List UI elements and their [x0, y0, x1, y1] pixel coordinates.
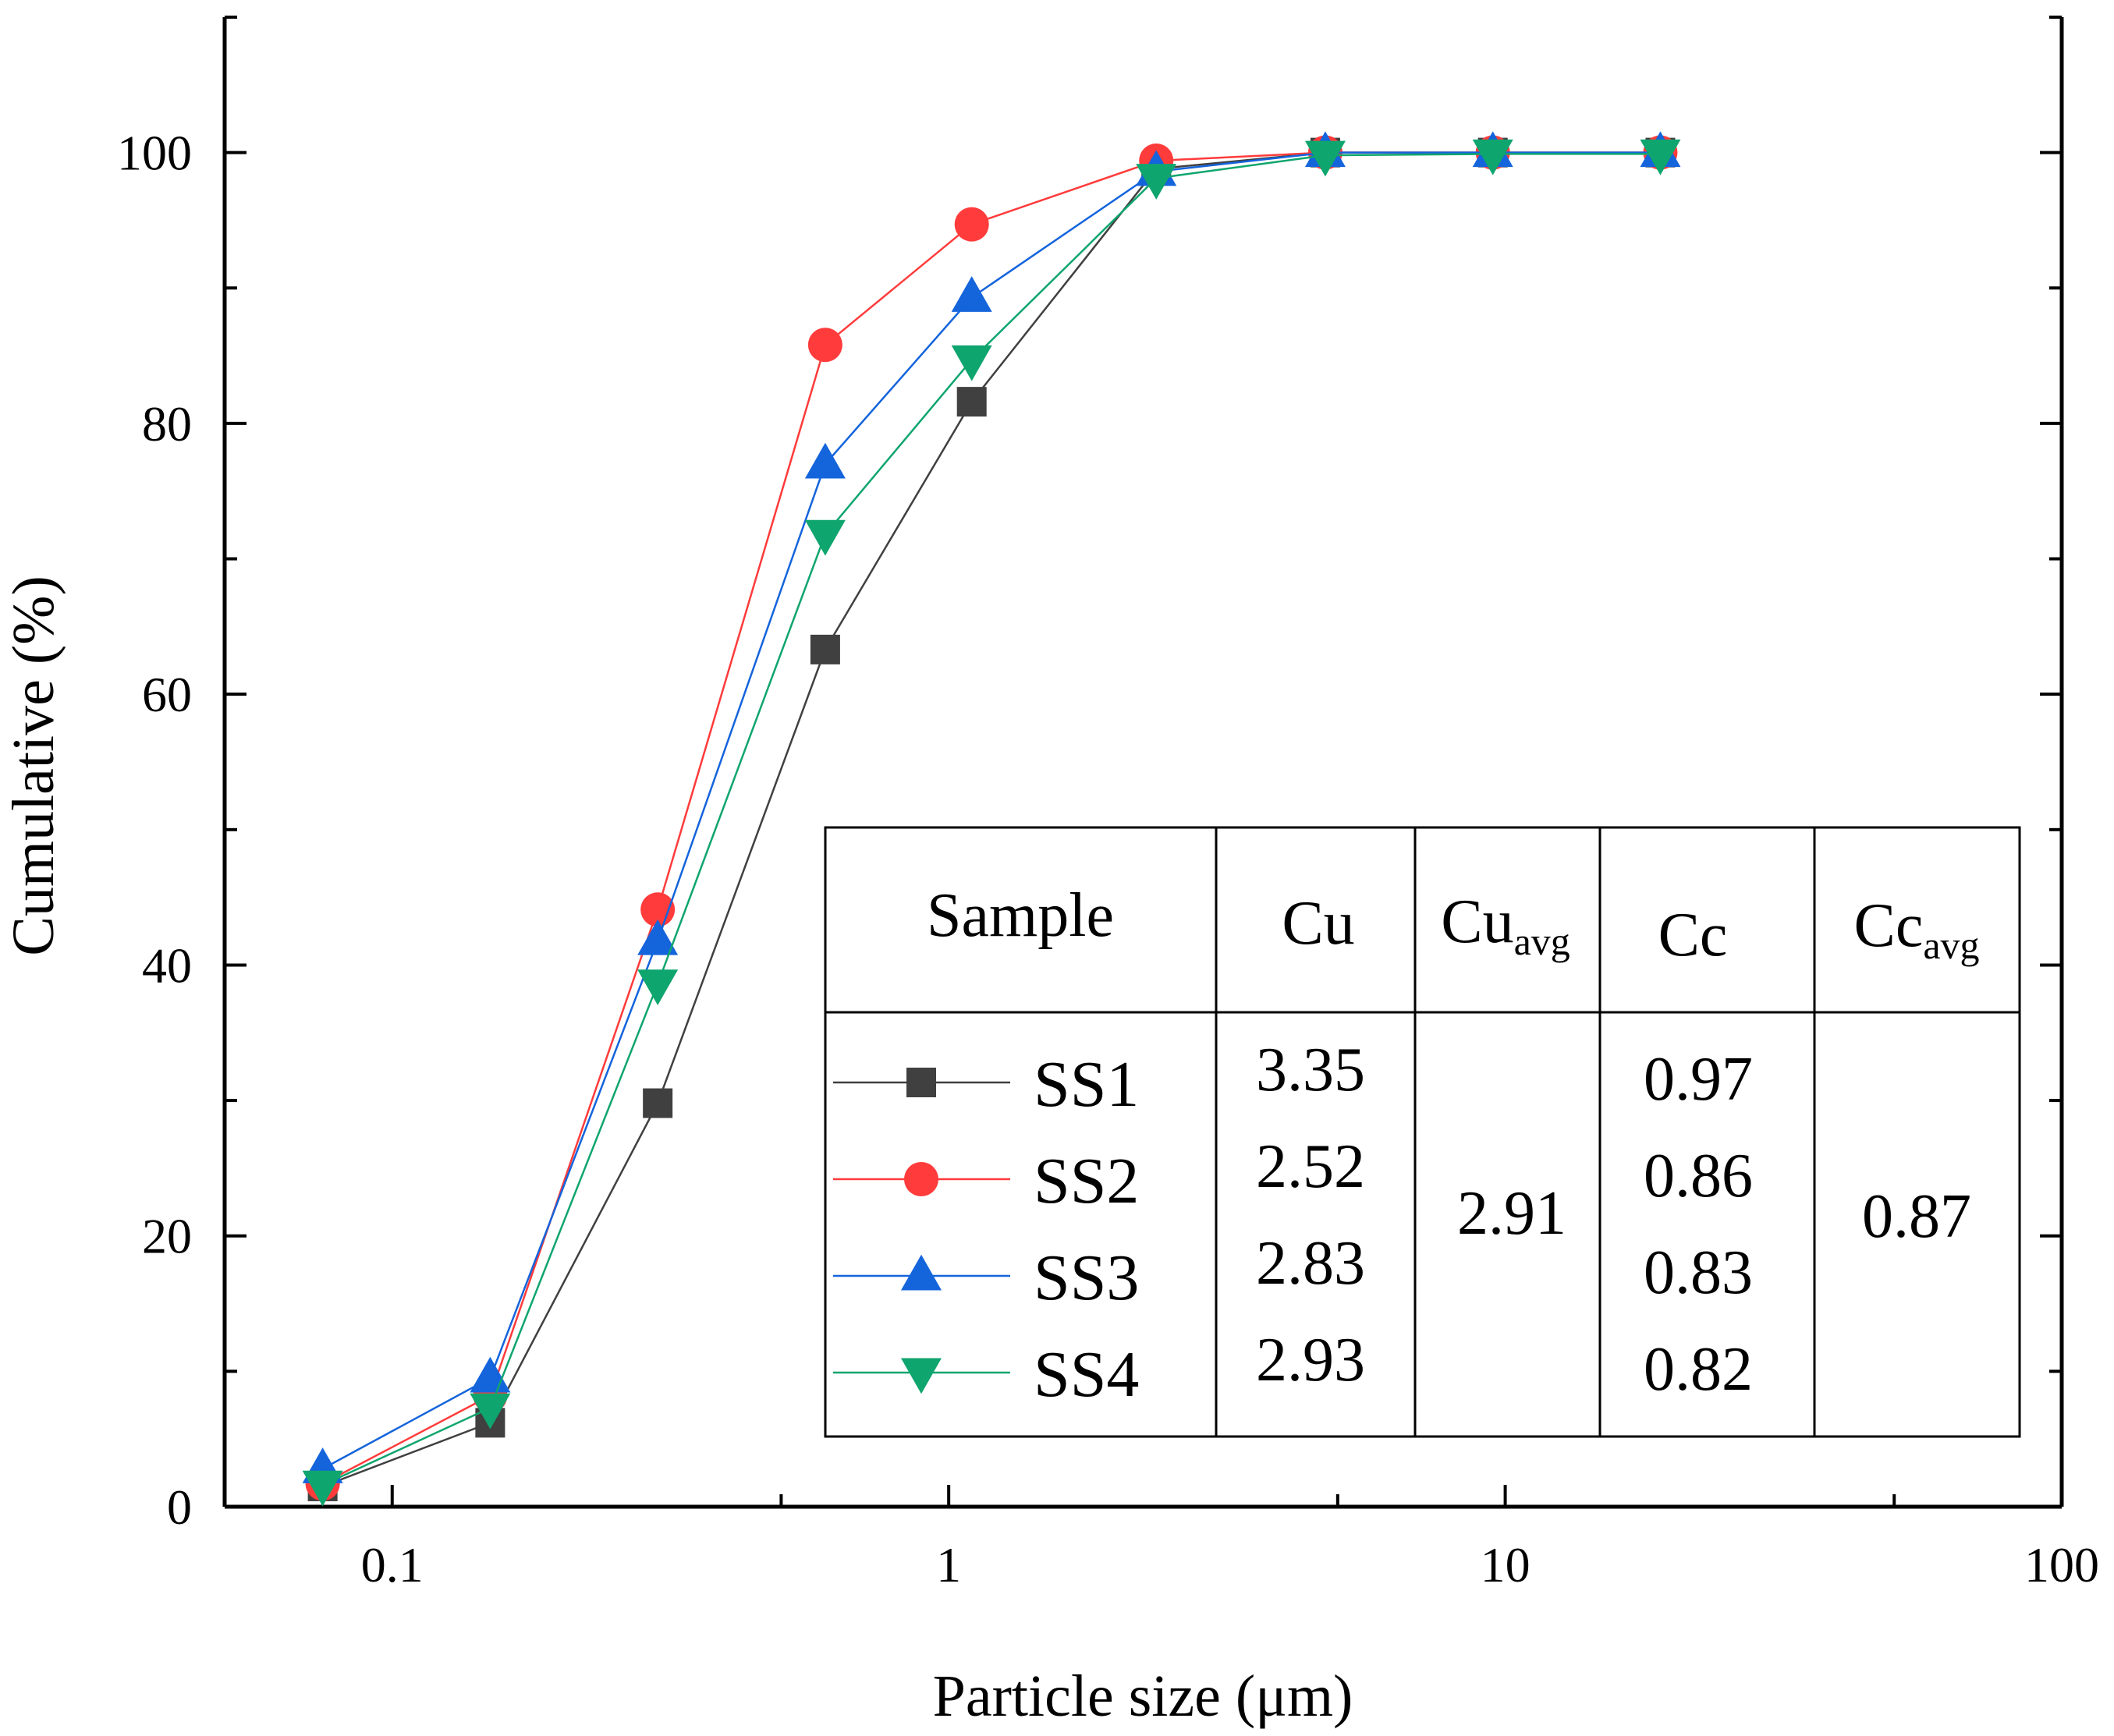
inset-table: Sample Cu Cuavg Cc Ccavg SS1 3.35 0.97 SS2 2…	[824, 826, 2021, 1438]
x-axis-title: Particle size (μm)	[933, 1663, 1353, 1729]
legend-item: SS2	[833, 1145, 1139, 1217]
legend-rows: SS1 3.35 0.97 SS2 2.52 0.86 SS3 2.83 0.83 SS4 2.93…	[833, 1036, 1753, 1411]
legend-marker	[901, 1254, 942, 1291]
table-header-cc: Cc	[1658, 901, 1728, 969]
data-point-ss3	[951, 276, 992, 312]
y-tick-label: 20	[142, 1209, 192, 1264]
legend-item: SS4	[833, 1338, 1139, 1411]
cu-value: 3.35	[1256, 1036, 1365, 1104]
data-point-ss4	[637, 969, 679, 1006]
y-tick-label: 80	[142, 396, 192, 452]
legend-label: SS2	[1034, 1145, 1139, 1217]
y-tick-label: 60	[142, 667, 192, 722]
cc-value: 0.97	[1644, 1045, 1753, 1114]
legend-marker	[901, 1358, 942, 1394]
x-tick-label: 0.1	[361, 1537, 424, 1593]
data-point-ss3	[637, 919, 679, 955]
y-tick-label: 100	[117, 126, 192, 181]
legend-label: SS1	[1034, 1048, 1139, 1121]
legend-label: SS3	[1034, 1242, 1139, 1314]
data-point-ss1	[810, 634, 840, 664]
x-tick-label: 10	[1481, 1537, 1531, 1593]
data-point-ss4	[951, 345, 992, 381]
data-point-ss4	[1472, 139, 1513, 175]
cc-avg-value: 0.87	[1862, 1182, 1971, 1251]
data-point-ss1	[643, 1088, 673, 1118]
x-axis-ticks: 0.1 1 10 100	[223, 1485, 2099, 1593]
series-layer	[302, 131, 1681, 1507]
data-point-ss3	[804, 442, 846, 479]
data-point-ss4	[470, 1393, 511, 1430]
table-header-cu-avg: Cuavg	[1441, 887, 1570, 963]
x-tick-label: 100	[2024, 1537, 2099, 1593]
table-header-cc-avg: Ccavg	[1853, 891, 1979, 967]
data-point-ss4	[1304, 140, 1346, 177]
x-tick-label: 1	[936, 1537, 961, 1593]
legend-marker	[906, 1068, 936, 1097]
legend-marker	[904, 1162, 938, 1196]
series-ss4	[302, 139, 1681, 1507]
data-point-ss4	[1640, 139, 1681, 175]
table-header-sample: Sample	[927, 881, 1114, 950]
y-axis-ticks: 0 20 40 60 80 100	[117, 16, 2062, 1535]
data-point-ss4	[302, 1470, 343, 1507]
cu-avg-value: 2.91	[1457, 1179, 1566, 1248]
y-tick-label: 0	[167, 1479, 192, 1535]
y-tick-label: 40	[142, 937, 192, 993]
table-header-cu: Cu	[1282, 889, 1354, 958]
table-border	[824, 826, 2021, 1438]
legend-item: SS1	[833, 1048, 1139, 1121]
data-point-ss4	[804, 519, 846, 556]
cu-value: 2.52	[1256, 1132, 1365, 1201]
cu-value: 2.83	[1256, 1229, 1365, 1298]
cu-value: 2.93	[1256, 1326, 1365, 1394]
axes-frame	[222, 17, 2064, 1509]
data-point-ss4	[1136, 164, 1177, 200]
data-point-ss1	[956, 387, 987, 417]
y-axis-title: Cumulative (%)	[1, 576, 66, 956]
cc-value: 0.86	[1644, 1142, 1753, 1210]
legend-item: SS3	[833, 1242, 1139, 1314]
cc-value: 0.82	[1644, 1335, 1753, 1404]
data-point-ss2	[807, 328, 842, 363]
cc-value: 0.83	[1644, 1238, 1753, 1307]
data-point-ss2	[954, 207, 989, 242]
data-point-ss3	[470, 1356, 511, 1393]
legend-label: SS4	[1034, 1338, 1139, 1411]
